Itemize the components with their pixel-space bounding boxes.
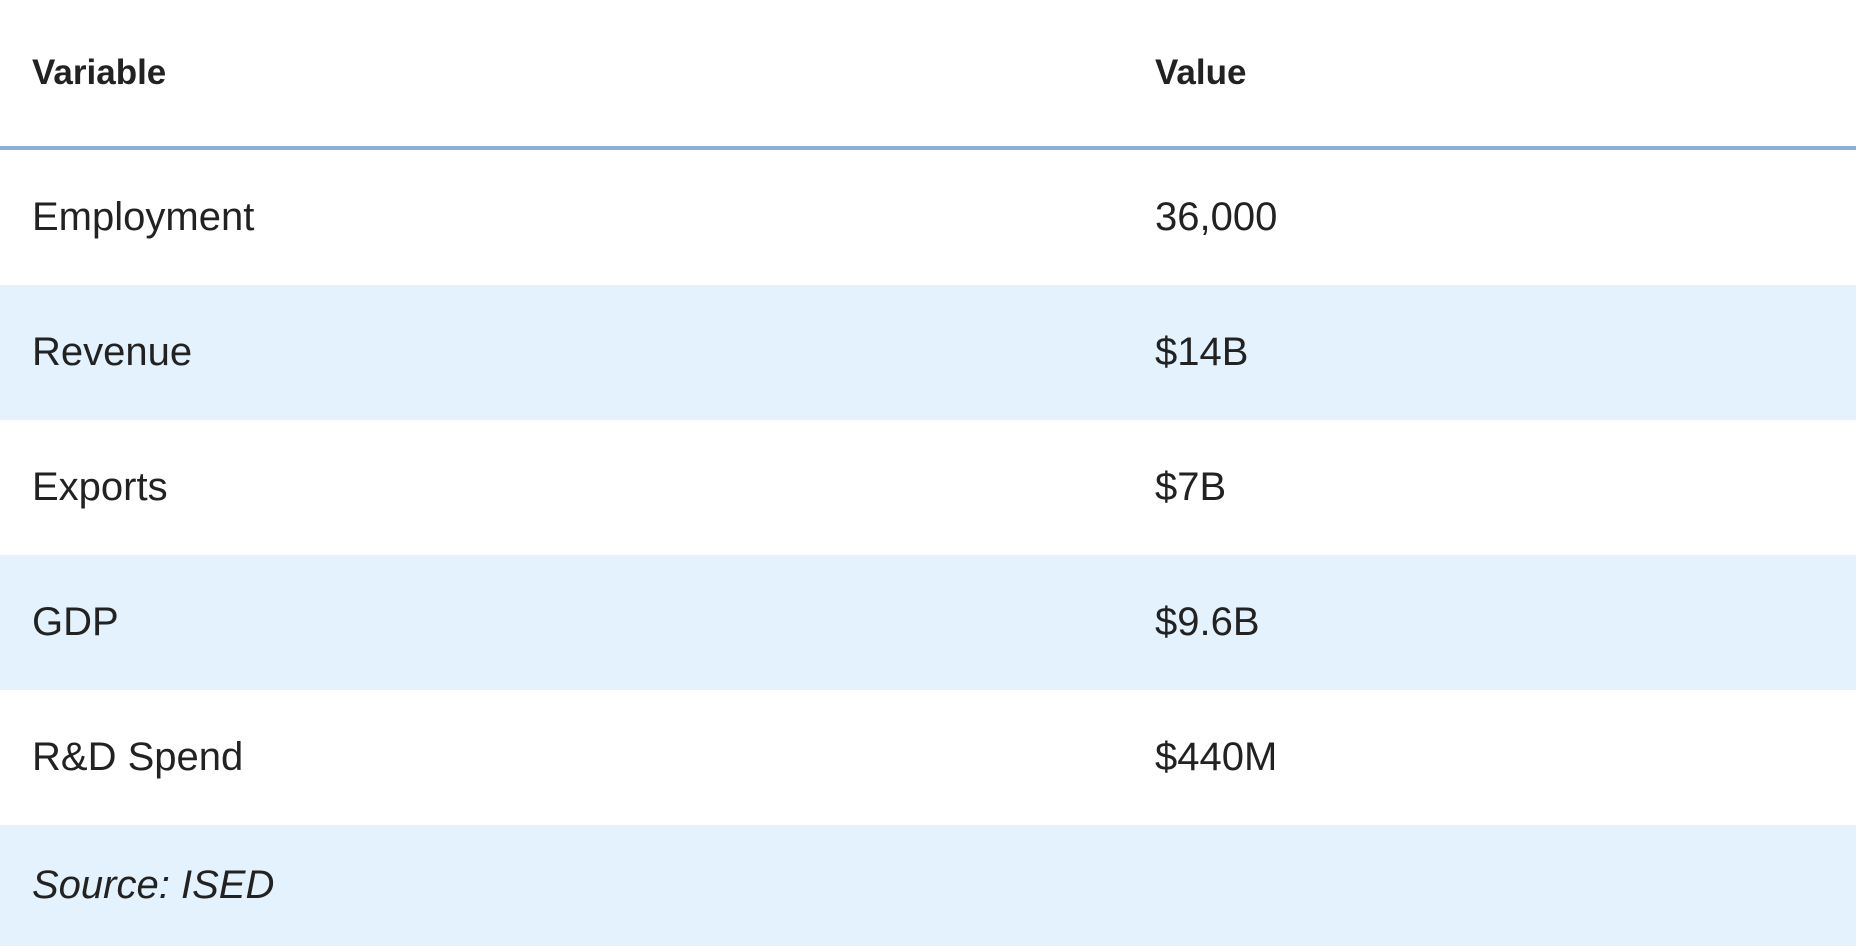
table-cell: $7B [1155, 465, 1227, 509]
table-row: Employment 36,000 [0, 148, 1856, 285]
table-row: GDP $9.6B [0, 555, 1856, 690]
table-body: Employment 36,000 Revenue $14B Exports $7B GDP… [0, 148, 1856, 946]
table-cell: Exports [32, 465, 168, 509]
header-row: Variable Value [0, 0, 1856, 150]
table-row: R&D Spend $440M [0, 690, 1856, 825]
table-cell: Employment [32, 195, 255, 239]
table-cell: Revenue [0, 285, 1123, 420]
table-cell: $9.6B [1123, 555, 1856, 690]
table-cell: $440M [1155, 735, 1278, 779]
source-row: Source: ISED [0, 825, 1856, 946]
table-header: Variable Value [0, 0, 1856, 150]
table-cell: R&D Spend [32, 735, 244, 779]
table-row: Exports $7B [0, 420, 1856, 555]
header-cell: Value [1123, 0, 1856, 150]
table-row: Revenue $14B [0, 285, 1856, 420]
header-cell: Variable [0, 0, 1123, 150]
table-cell: $14B [1123, 285, 1856, 420]
source-note: Source: ISED [0, 825, 1856, 946]
table-cell: GDP [0, 555, 1123, 690]
table-cell: 36,000 [1155, 195, 1278, 239]
